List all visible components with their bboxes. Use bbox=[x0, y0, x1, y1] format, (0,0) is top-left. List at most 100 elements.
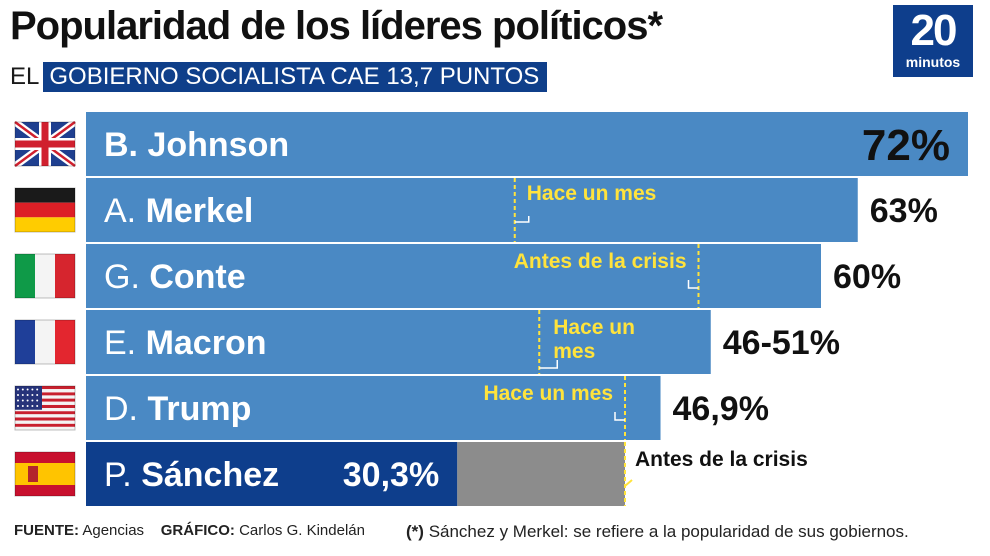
bar-row: E. Macron 46-51% Hace un mes bbox=[14, 310, 840, 374]
bar-name-surname: Sánchez bbox=[141, 456, 279, 494]
flag-star bbox=[17, 388, 19, 391]
flag-star bbox=[26, 388, 29, 391]
bar-value-label: 46,9% bbox=[673, 390, 769, 428]
bar-name: B. Johnson bbox=[104, 126, 289, 164]
bar-name-initial: E. bbox=[104, 324, 146, 362]
previous-annotation: Antes de la crisis bbox=[635, 448, 808, 471]
bar-name-surname: Macron bbox=[146, 324, 267, 362]
bar-value-label: 60% bbox=[833, 258, 901, 296]
20minutos-logo: 20 minutos bbox=[893, 5, 973, 77]
flag-stripe bbox=[15, 485, 75, 496]
flag-star bbox=[21, 388, 24, 391]
bar-row: B. Johnson 72% bbox=[12, 112, 968, 176]
bar-name-surname: Johnson bbox=[147, 126, 289, 164]
bar bbox=[86, 376, 661, 440]
bar-name-initial: G. bbox=[104, 258, 149, 296]
flag-stripe bbox=[15, 254, 35, 298]
bar bbox=[86, 310, 711, 374]
flag-stripe bbox=[15, 420, 75, 424]
chart-title: Popularidad de los líderes políticos* bbox=[10, 4, 663, 48]
bar-name-surname: Trump bbox=[147, 390, 251, 428]
flag-star bbox=[36, 394, 39, 396]
bar-value-label: 63% bbox=[870, 192, 938, 230]
flag-stripe bbox=[15, 404, 75, 408]
bar-row: A. Merkel 63% Hace un mes bbox=[14, 178, 938, 242]
germany-flag bbox=[14, 187, 76, 233]
flag-star bbox=[26, 405, 29, 407]
logo-number: 20 bbox=[910, 6, 958, 55]
bar-name: G. Conte bbox=[104, 258, 246, 296]
flag-stripe bbox=[15, 408, 75, 412]
flag-star bbox=[17, 394, 19, 396]
bar-value-label: 46-51% bbox=[723, 324, 840, 362]
bar-name-surname: Conte bbox=[149, 258, 245, 296]
flag-border bbox=[14, 385, 76, 431]
previous-connector bbox=[539, 360, 558, 369]
bar-name-initial: D. bbox=[104, 390, 147, 428]
previous-annotation: Hace un mes bbox=[527, 182, 657, 205]
flag-stripe bbox=[15, 392, 75, 396]
bar-row: P. Sánchez 30,3% Antes de la crisis bbox=[14, 442, 808, 506]
graphic-label: GRÁFICO: bbox=[160, 522, 235, 539]
source-value: Agencias bbox=[82, 522, 145, 539]
bar-row: G. Conte 60% Antes de la crisis bbox=[14, 244, 901, 308]
bar bbox=[86, 178, 858, 242]
bar-name: D. Trump bbox=[104, 390, 251, 428]
bar-name: A. Merkel bbox=[104, 192, 253, 230]
annotation-line: Hace un bbox=[553, 316, 635, 339]
usa-flag bbox=[14, 385, 76, 431]
france-flag bbox=[14, 319, 76, 365]
flag-stripe bbox=[15, 217, 75, 232]
bar bbox=[86, 112, 968, 176]
flag-stripe bbox=[15, 320, 35, 364]
flag-stripe bbox=[15, 202, 75, 218]
flag-star bbox=[31, 399, 34, 402]
italy-flag bbox=[14, 253, 76, 299]
flag-stripe bbox=[15, 389, 75, 393]
annotation-line: mes bbox=[553, 340, 595, 363]
subtitle-prefix: EL bbox=[10, 63, 40, 90]
previous-connector bbox=[687, 280, 699, 289]
bar-name: P. Sánchez bbox=[104, 456, 279, 494]
flag-stripe bbox=[35, 320, 55, 364]
flag-stripe bbox=[15, 188, 75, 203]
flag-stripe bbox=[55, 320, 75, 364]
flag-stripe bbox=[15, 414, 75, 418]
previous-value-bar bbox=[457, 442, 625, 506]
flag-star bbox=[31, 388, 34, 391]
flag-border bbox=[14, 253, 76, 299]
flag-coat-of-arms bbox=[28, 466, 38, 482]
flag-cross-red bbox=[15, 140, 75, 148]
flag-border bbox=[14, 121, 76, 167]
bar-value-label: 72% bbox=[862, 121, 950, 170]
flag-stripe bbox=[15, 395, 75, 399]
flag-star bbox=[36, 405, 39, 407]
flag-border bbox=[14, 187, 76, 233]
bar-name-initial: A. bbox=[104, 192, 146, 230]
graphic-value: Carlos G. Kindelán bbox=[239, 522, 365, 539]
previous-annotation: Hace un mes bbox=[483, 382, 613, 405]
previous-connector bbox=[514, 216, 530, 223]
flag-stripe bbox=[15, 423, 75, 427]
flag-stripe bbox=[15, 426, 75, 430]
previous-annotation: Antes de la crisis bbox=[514, 250, 687, 273]
previous-connector bbox=[624, 479, 633, 487]
note-mark: (*) bbox=[406, 522, 424, 541]
flag-stripe bbox=[15, 463, 75, 485]
flag-border bbox=[14, 451, 76, 497]
subtitle-highlight: GOBIERNO SOCIALISTA CAE 13,7 PUNTOS bbox=[43, 62, 548, 92]
chart-subtitle: EL GOBIERNO SOCIALISTA CAE 13,7 PUNTOS bbox=[10, 62, 548, 92]
bar-name: E. Macron bbox=[104, 324, 267, 362]
previous-annotation: Hace un mes bbox=[553, 316, 635, 363]
flag-star bbox=[21, 394, 24, 396]
flag-star bbox=[21, 399, 24, 402]
flag-border bbox=[14, 319, 76, 365]
flag-star bbox=[17, 405, 19, 407]
bar-name-initial: P. bbox=[104, 456, 141, 494]
spain-flag bbox=[14, 451, 76, 497]
flag-canton bbox=[15, 386, 42, 410]
flag-star bbox=[36, 388, 39, 391]
footer-credits: FUENTE: Agencias GRÁFICO: Carlos G. Kind… bbox=[14, 522, 365, 539]
flag-stripe bbox=[15, 411, 75, 415]
flag-star bbox=[31, 405, 34, 407]
